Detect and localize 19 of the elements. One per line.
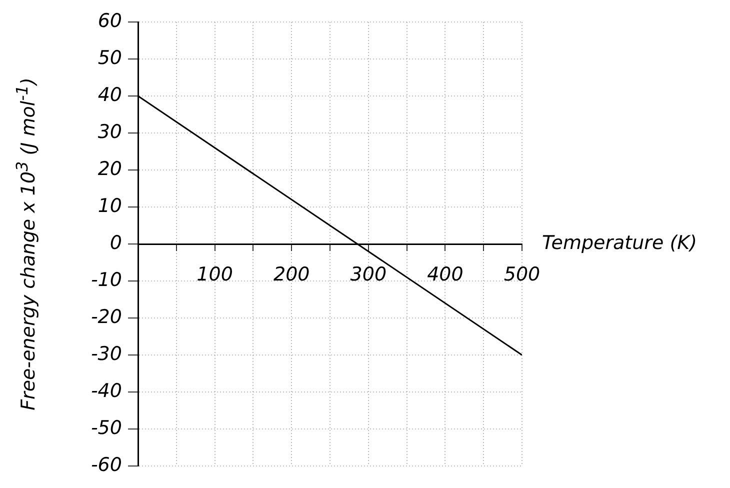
y-tick-label: 50 [98, 46, 122, 69]
y-tick-label: 60 [98, 10, 122, 32]
x-tick-label: 500 [504, 263, 540, 286]
y-tick-label: 0 [110, 232, 122, 254]
y-tick-label: 10 [98, 194, 122, 217]
x-tick-label: 300 [350, 263, 387, 286]
x-tick-label: 200 [273, 263, 310, 286]
x-tick-label: 100 [196, 263, 233, 286]
y-tick-label: -40 [90, 380, 122, 402]
y-tick-label: 20 [98, 158, 122, 180]
y-tick-label: 30 [98, 120, 122, 143]
x-tick-label: 400 [427, 263, 464, 286]
y-tick-label: -10 [90, 268, 122, 291]
y-tick-label: -50 [90, 416, 122, 439]
y-tick-label: -60 [90, 454, 122, 476]
y-tick-label: -30 [90, 342, 122, 365]
y-tick-label: -20 [90, 306, 122, 328]
x-axis-title: Temperature (K) [542, 232, 697, 254]
y-tick-label: 40 [98, 84, 122, 106]
